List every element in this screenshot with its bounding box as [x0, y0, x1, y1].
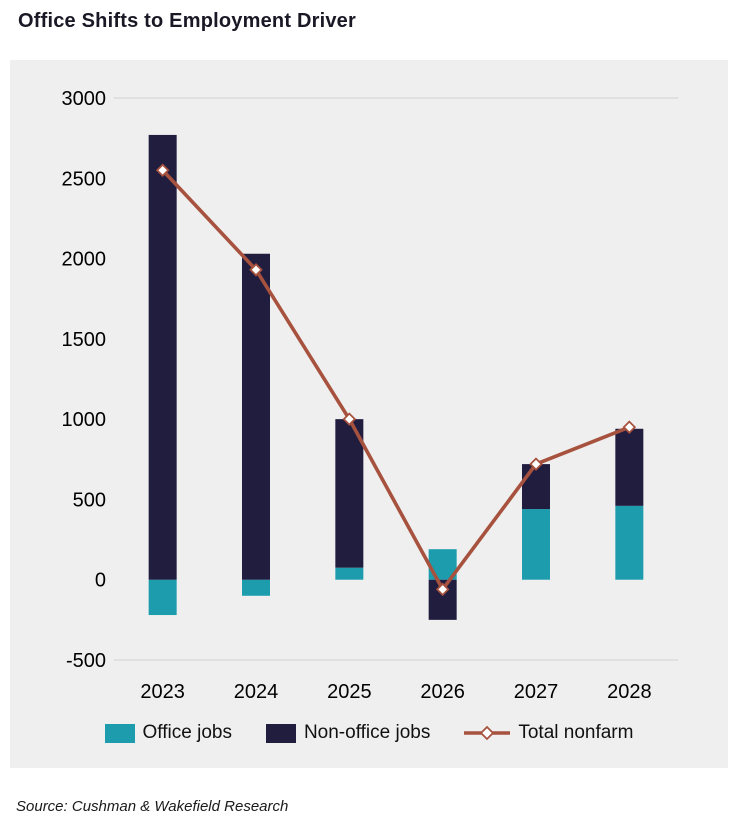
legend-label-total-nonfarm: Total nonfarm: [518, 722, 634, 743]
chart-title: Office Shifts to Employment Driver: [18, 10, 356, 32]
bar-segment: [148, 579, 177, 616]
total-nonfarm-line: [161, 169, 630, 592]
x-axis-tick-label: 2026: [420, 681, 465, 703]
bar-segment: [242, 253, 270, 580]
total-nonfarm-line-diamond-icon: [464, 725, 511, 741]
y-axis-tick-label: 3000: [62, 88, 107, 110]
y-axis-tick-label: 1500: [62, 329, 107, 351]
bar-segment: [335, 419, 364, 568]
bar-segment: [615, 428, 644, 506]
x-axis-tick-label: 2027: [514, 681, 559, 703]
x-axis-tick-label: 2023: [140, 681, 185, 703]
y-axis-tick-label: 0: [95, 570, 106, 592]
x-axis-tick-label: 2028: [607, 681, 652, 703]
diamond-marker-icon: [529, 457, 543, 471]
office-jobs-swatch-icon: [104, 723, 135, 743]
non-office-jobs-swatch-icon: [265, 723, 296, 743]
x-axis-tick-label: 2025: [327, 681, 372, 703]
legend-item-non-office-jobs: Non-office jobs: [265, 722, 431, 744]
legend-label-non-office-jobs: Non-office jobs: [303, 722, 431, 743]
chart-legend: Office jobs Non-office jobs Total nonfar…: [10, 722, 728, 744]
bar-segment: [148, 134, 177, 580]
y-axis-tick-label: 1000: [62, 409, 107, 431]
legend-item-total-nonfarm: Total nonfarm: [464, 722, 633, 744]
legend-item-office-jobs: Office jobs: [104, 722, 232, 744]
y-axis-tick-label: 2000: [62, 249, 107, 271]
diamond-marker-icon: [435, 582, 450, 597]
diamond-marker-icon: [249, 263, 263, 277]
bar-segment: [335, 567, 364, 580]
bar-segment: [522, 509, 550, 580]
bar-segment: [242, 579, 270, 596]
plot-group: 3000 2500 2000 1500 1000 500 0 -500 2023 2024 2025…: [62, 88, 678, 703]
x-axis-tick-label: 2024: [234, 681, 279, 703]
source-note: Source: Cushman & Wakefield Research: [16, 798, 289, 815]
chart-plot-area: 3000 2500 2000 1500 1000 500 0 -500 2023 2024 2025…: [62, 88, 678, 703]
diamond-marker-icon: [622, 420, 637, 434]
bar-segment: [615, 505, 644, 580]
bar-segment: [522, 464, 550, 510]
y-axis-tick-label: 2500: [62, 168, 107, 190]
diamond-marker-icon: [342, 412, 357, 426]
chart-panel: 3000 2500 2000 1500 1000 500 0 -500 2023 2024 2025…: [10, 60, 728, 768]
diamond-marker-icon: [155, 163, 170, 178]
legend-label-office-jobs: Office jobs: [142, 722, 232, 743]
y-axis-tick-label: 500: [73, 489, 106, 511]
y-axis-tick-label: -500: [66, 650, 106, 672]
